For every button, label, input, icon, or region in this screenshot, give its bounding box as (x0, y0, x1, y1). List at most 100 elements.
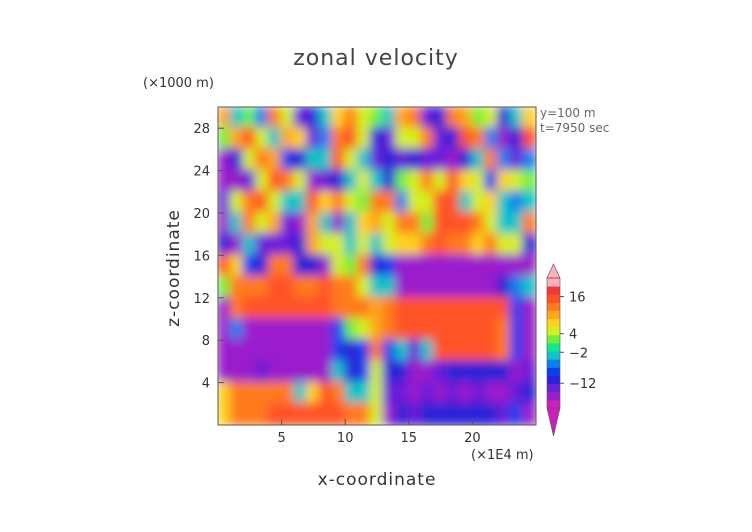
contour-cell (229, 107, 245, 130)
contour-cell (471, 381, 487, 405)
contour-cell (318, 148, 334, 172)
contour-cell (445, 127, 461, 151)
contour-cell (382, 296, 398, 320)
contour-cell (458, 318, 474, 342)
contour-cell (218, 254, 232, 278)
contour-cell (433, 318, 448, 342)
contour-cell (445, 339, 461, 363)
contour-cell (369, 296, 385, 320)
contour-cell (458, 275, 474, 299)
contour-cell (356, 275, 372, 299)
contour-cell (318, 318, 334, 342)
contour-cell (255, 360, 270, 384)
contour-cell (331, 318, 347, 342)
contour-cell (420, 339, 436, 363)
contour-cell (433, 360, 448, 384)
contour-cell (471, 233, 487, 257)
contour-cell (433, 381, 448, 405)
contour-cell (293, 275, 309, 299)
contour-cell (280, 296, 296, 320)
contour-cell (407, 212, 423, 236)
contour-cell (496, 296, 512, 320)
contour-cell (267, 254, 283, 278)
contour-cell (306, 148, 321, 172)
contour-cell (420, 107, 436, 130)
contour-cell (242, 148, 258, 172)
contour-cell (420, 190, 436, 214)
contour-cell (331, 296, 347, 320)
colorbar-segment (547, 343, 560, 352)
contour-cell (318, 360, 334, 384)
contour-cell (509, 339, 525, 363)
contour-cell (356, 381, 372, 405)
contour-cell (509, 360, 525, 384)
contour-cell (306, 275, 321, 299)
contour-cell (344, 402, 359, 425)
contour-cell (522, 296, 536, 320)
colorbar-segment (547, 294, 560, 303)
contour-cell (356, 233, 372, 257)
contour-cell (484, 381, 499, 405)
contour-cell (369, 402, 385, 425)
contour-cell (395, 212, 410, 236)
y-tick-label: 16 (193, 249, 210, 264)
contour-cell (267, 318, 283, 342)
contour-cell (280, 233, 296, 257)
contour-cell (318, 381, 334, 405)
contour-cell (458, 233, 474, 257)
contour-cell (229, 254, 245, 278)
contour-cell (420, 318, 436, 342)
contour-cell (356, 360, 372, 384)
x-tick-label: 20 (464, 431, 481, 446)
contour-cell (395, 402, 410, 425)
contour-cell (471, 318, 487, 342)
contour-cell (382, 254, 398, 278)
contour-cell (280, 107, 296, 130)
contour-cell (471, 296, 487, 320)
contour-cell (509, 296, 525, 320)
contour-cell (356, 190, 372, 214)
contour-cell (255, 212, 270, 236)
contour-cell (344, 233, 359, 257)
contour-cell (280, 169, 296, 193)
contour-cell (318, 190, 334, 214)
contour-cell (331, 339, 347, 363)
contour-cell (433, 127, 448, 151)
contour-cell (369, 339, 385, 363)
contour-cell (522, 254, 536, 278)
contour-cell (445, 169, 461, 193)
contour-cell (369, 360, 385, 384)
contour-cell (471, 402, 487, 425)
contour-cell (318, 275, 334, 299)
contour-cell (218, 127, 232, 151)
contour-cell (395, 360, 410, 384)
contour-cell (509, 212, 525, 236)
contour-cell (293, 212, 309, 236)
colorbar-segment (547, 383, 560, 393)
contour-cell (331, 402, 347, 425)
contour-cell (420, 296, 436, 320)
contour-cell (293, 233, 309, 257)
contour-cell (484, 275, 499, 299)
contour-cell (280, 190, 296, 214)
contour-cell (306, 190, 321, 214)
contour-cell (344, 148, 359, 172)
contour-cell (496, 190, 512, 214)
contour-cell (344, 381, 359, 405)
contour-cell (420, 169, 436, 193)
contour-cell (458, 127, 474, 151)
contour-cell (255, 190, 270, 214)
contour-cell (255, 148, 270, 172)
colorbar-segment (547, 359, 560, 368)
contour-cell (471, 190, 487, 214)
contour-cell (293, 402, 309, 425)
contour-cell (484, 296, 499, 320)
contour-cell (242, 318, 258, 342)
contour-cell (382, 212, 398, 236)
contour-cell (496, 360, 512, 384)
contour-cell (280, 381, 296, 405)
contour-cell (267, 169, 283, 193)
contour-cell (382, 318, 398, 342)
y-tick-label: 4 (202, 377, 210, 392)
